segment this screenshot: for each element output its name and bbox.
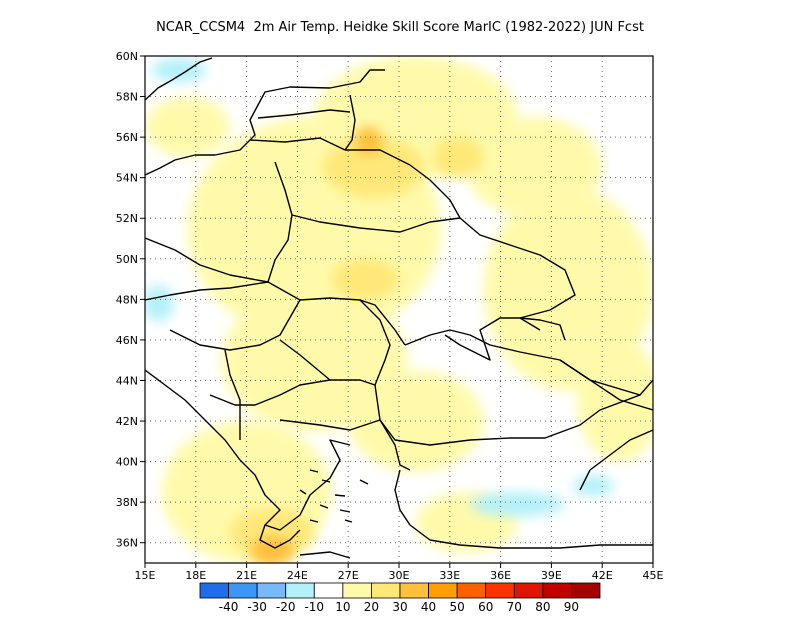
coastline-peloponnese — [259, 524, 301, 549]
skill-region-20 — [322, 137, 425, 198]
colorbar-label: 20 — [364, 600, 379, 614]
map-title: NCAR_CCSM4 2m Air Temp. Heidke Skill Sco… — [156, 20, 644, 35]
skill-region-30 — [354, 126, 383, 156]
colorbar-swatch — [256, 582, 287, 599]
colorbar-swatch — [399, 582, 429, 599]
border-latvia-lithuania — [249, 137, 346, 151]
coastline-sea-of-azov — [519, 317, 566, 341]
colorbar-label: 30 — [392, 600, 407, 614]
border-central-europe — [145, 281, 361, 301]
lat-tick-label: 54N — [116, 172, 138, 185]
coastline-black-sea — [374, 379, 653, 446]
latitude-axis: 60N 58N 56N 54N 52N 50N 48N 46N 44N 42N 40N 38N 36N — [116, 50, 145, 550]
lat-tick-label: 36N — [116, 537, 138, 550]
coastline-aegean-turkey — [394, 469, 653, 549]
coastline-greece — [239, 439, 351, 531]
colorbar-label: -40 — [219, 600, 239, 614]
skill-field-layer — [145, 56, 653, 563]
colorbar-swatch — [342, 582, 372, 599]
border-belarus-russia — [345, 149, 461, 219]
lon-tick-label: 27E — [338, 569, 359, 582]
lat-tick-label: 52N — [116, 212, 138, 225]
colorbar-swatch — [313, 582, 344, 599]
border-estonia-latvia — [257, 109, 351, 119]
colorbar-swatch — [428, 582, 458, 599]
skill-region-20 — [432, 137, 484, 178]
lat-tick-label: 42N — [116, 415, 138, 428]
lat-tick-label: 38N — [116, 496, 138, 509]
longitude-axis: 15E 18E 21E 24E 27E 30E 33E 36E 39E 42E 45E — [135, 563, 664, 582]
skill-region--10 — [470, 492, 565, 517]
colorbar-swatch — [199, 582, 229, 599]
colorbar-label: -30 — [247, 600, 267, 614]
lon-tick-label: 36E — [490, 569, 511, 582]
border-russia-baltics — [344, 94, 356, 151]
border-caucasus — [559, 359, 653, 411]
colorbar-swatch — [571, 582, 601, 599]
colorbar-label: 70 — [507, 600, 522, 614]
border-turkey-east — [579, 429, 653, 491]
skill-region--10 — [573, 475, 615, 497]
skill-region-10 — [466, 116, 603, 219]
lat-tick-label: 58N — [116, 91, 138, 104]
lon-tick-label: 18E — [185, 569, 206, 582]
colorbar-swatch — [371, 582, 401, 599]
lon-tick-label: 33E — [439, 569, 460, 582]
coastline-sweden — [145, 57, 213, 101]
colorbar-label: 40 — [421, 600, 436, 614]
aegean-islands — [299, 469, 369, 523]
coastline-marmara — [379, 419, 411, 471]
lat-tick-label: 56N — [116, 131, 138, 144]
border-bulgaria-south — [279, 419, 381, 431]
skill-region-10 — [145, 96, 230, 158]
colorbar-label: 90 — [564, 600, 579, 614]
colorbar-label: 50 — [450, 600, 465, 614]
coastline-crete — [299, 551, 351, 559]
lat-tick-label: 44N — [116, 374, 138, 387]
border-poland-east — [267, 161, 293, 283]
colorbar-swatch — [485, 582, 515, 599]
colorbar-swatch — [456, 582, 487, 599]
colorbar-label: 60 — [478, 600, 493, 614]
lon-tick-label: 30E — [389, 569, 410, 582]
colorbar-swatch — [542, 582, 572, 599]
lat-tick-label: 40N — [116, 456, 138, 469]
coastline-borders — [145, 57, 653, 559]
border-hungary-south — [169, 299, 301, 351]
colorbar-swatch — [285, 582, 315, 599]
border-romania-east — [359, 299, 391, 386]
colorbar: -40 -30 -20 -10 10 20 30 40 50 60 70 80 90 — [199, 582, 601, 614]
coastline-baltic — [145, 69, 385, 176]
skill-region-20 — [331, 258, 399, 300]
border-poland-west — [145, 237, 269, 283]
lon-tick-label: 42E — [592, 569, 613, 582]
border-serbia-bulgaria — [209, 379, 331, 406]
border-yugoslav — [224, 349, 241, 440]
skill-region-10 — [576, 339, 653, 462]
lon-tick-label: 39E — [541, 569, 562, 582]
colorbar-label: -20 — [276, 600, 296, 614]
colorbar-label: 10 — [335, 600, 350, 614]
lon-tick-label: 45E — [643, 569, 664, 582]
colorbar-label: -10 — [304, 600, 324, 614]
lon-tick-label: 24E — [287, 569, 308, 582]
lat-tick-label: 50N — [116, 253, 138, 266]
lat-tick-label: 46N — [116, 334, 138, 347]
skill-region--10 — [151, 58, 206, 83]
skill-region--10 — [145, 285, 174, 322]
border-belarus-south — [291, 214, 461, 233]
colorbar-swatch — [513, 582, 544, 599]
border-ukraine-russia — [459, 217, 576, 319]
border-moldova — [359, 299, 406, 346]
coastline-adriatic — [145, 369, 241, 461]
lat-tick-label: 48N — [116, 293, 138, 306]
lon-tick-label: 15E — [135, 569, 156, 582]
colorbar-swatch — [228, 582, 258, 599]
lon-tick-label: 21E — [236, 569, 257, 582]
lat-tick-label: 60N — [116, 50, 138, 63]
colorbar-label: 80 — [535, 600, 550, 614]
